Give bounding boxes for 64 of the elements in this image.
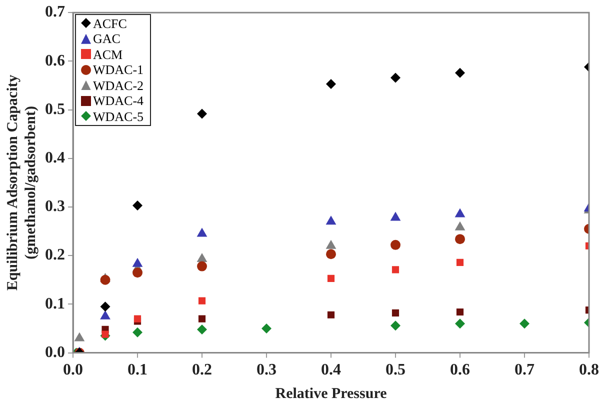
point — [327, 311, 335, 318]
x-tick-label: 0.2 — [192, 362, 212, 379]
point — [326, 240, 336, 249]
point — [197, 324, 207, 334]
y-tick-label: 0.1 — [45, 295, 65, 312]
point — [132, 200, 142, 211]
y-tick-label: 0.2 — [45, 246, 65, 264]
point — [197, 108, 207, 119]
legend-label: WDAC-2 — [93, 78, 144, 94]
point — [134, 315, 142, 322]
legend-label: GAC — [93, 31, 120, 47]
point — [390, 320, 400, 331]
x-tick-label: 0.4 — [321, 362, 341, 379]
y-tick-label: 0.4 — [45, 150, 65, 167]
y-tick-label: 0.3 — [45, 198, 65, 216]
point — [102, 330, 109, 338]
point — [392, 309, 400, 316]
point — [455, 234, 465, 244]
point — [454, 208, 466, 218]
point — [455, 68, 465, 78]
x-tick-label: 0.5 — [386, 362, 406, 379]
point — [454, 221, 466, 230]
x-tick-label: 0.6 — [450, 362, 470, 379]
point — [326, 216, 336, 225]
legend-label: ACFC — [93, 16, 127, 32]
point — [326, 79, 336, 90]
x-tick-label: 0.7 — [514, 362, 534, 379]
point — [392, 266, 400, 274]
point — [456, 308, 464, 316]
x-tick-label: 0.0 — [63, 362, 83, 379]
y-tick-label: 0.7 — [45, 4, 65, 21]
point — [520, 318, 530, 329]
point — [132, 327, 142, 338]
legend-label: WDAC-4 — [93, 93, 144, 109]
point — [196, 228, 208, 237]
x-axis-title: Relative Pressure — [275, 386, 388, 402]
point — [390, 240, 400, 250]
point — [132, 268, 142, 278]
point — [326, 249, 336, 260]
y-tick-label: 0.6 — [45, 52, 65, 70]
point — [455, 318, 465, 329]
point — [198, 315, 206, 322]
point — [390, 72, 400, 83]
x-tick-label: 0.1 — [128, 362, 148, 379]
point — [198, 297, 206, 304]
point — [456, 258, 464, 266]
legend-label: WDAC-5 — [93, 108, 144, 124]
point — [197, 261, 207, 272]
y-tick-label: 0.5 — [45, 100, 65, 118]
point — [262, 324, 272, 334]
point — [100, 310, 110, 320]
point — [196, 253, 208, 262]
point — [74, 332, 85, 342]
y-axis-title: Equilibrium Adsorption Capacity (gmethanol/gadsorbent) — [4, 74, 39, 291]
y-tick-label: 0.0 — [45, 344, 65, 361]
legend-label: ACM — [93, 46, 123, 62]
x-tick-label: 0.3 — [256, 362, 276, 379]
point — [327, 274, 335, 282]
point — [100, 302, 110, 312]
x-tick-label: 0.8 — [579, 362, 599, 379]
legend-label: WDAC-1 — [93, 62, 144, 78]
point — [132, 258, 143, 267]
point — [100, 274, 110, 285]
point — [390, 212, 401, 221]
